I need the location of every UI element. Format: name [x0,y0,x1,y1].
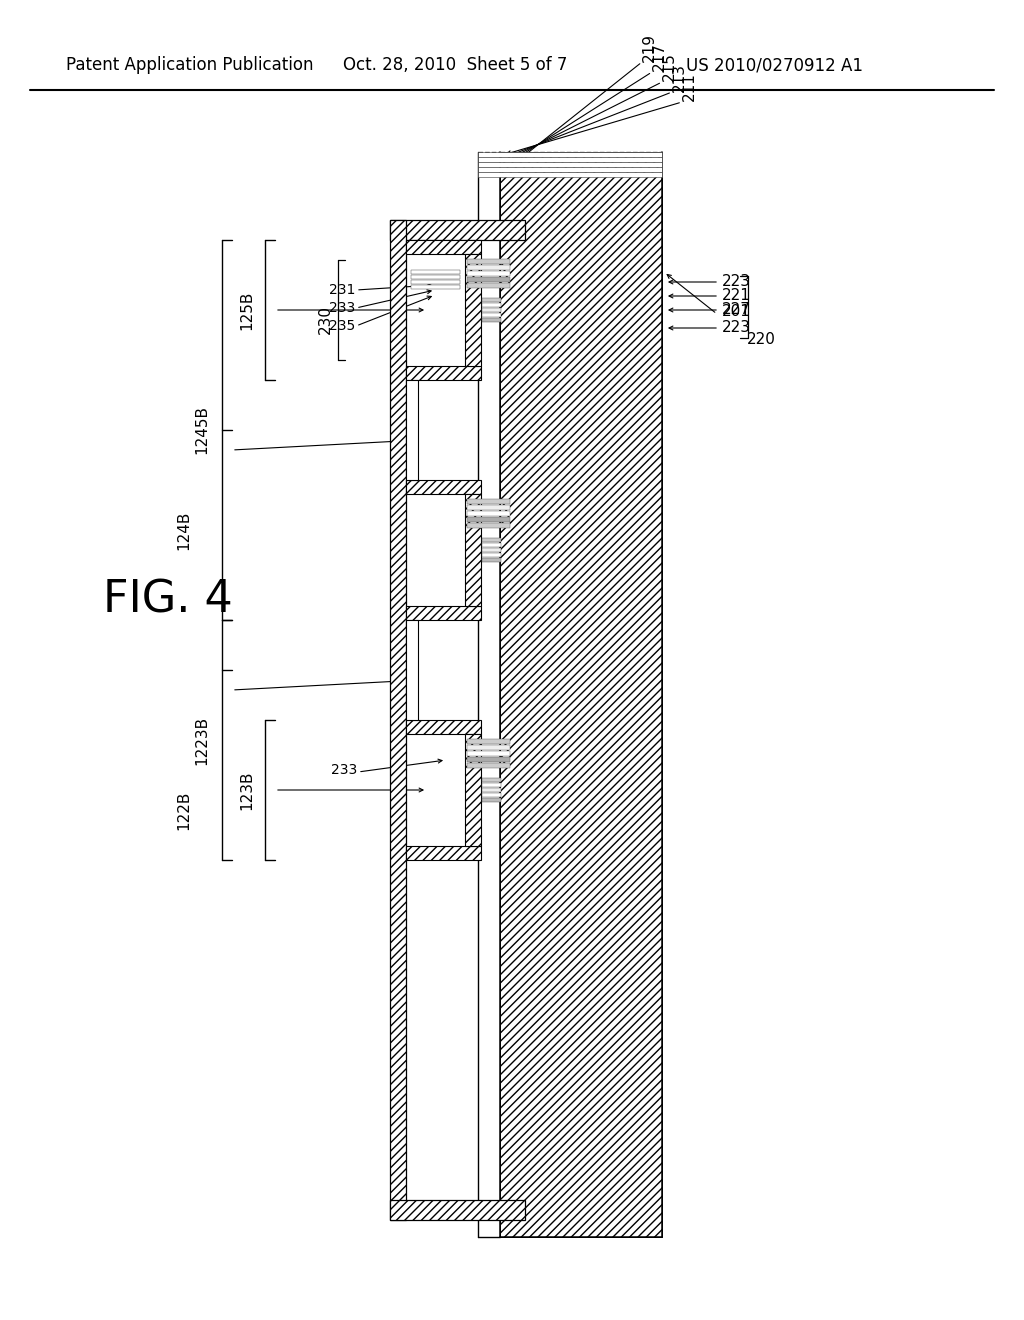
Text: 235: 235 [329,319,355,333]
Text: 123B: 123B [240,771,255,809]
Bar [411,285,460,289]
Text: 223: 223 [722,321,751,335]
Bar [467,739,510,744]
Text: 124B: 124B [176,511,191,549]
Bar [482,799,501,803]
Bar [482,558,501,562]
Bar [478,168,662,172]
Text: 217: 217 [652,42,667,71]
Bar [406,606,481,620]
Bar [467,511,510,516]
Text: 1245B: 1245B [195,405,210,454]
Bar [406,366,481,380]
Text: 125B: 125B [240,290,255,330]
Bar [482,783,501,787]
Bar [411,271,460,275]
Bar [467,259,510,264]
Bar [467,265,510,271]
Bar [482,539,501,543]
Text: 211: 211 [682,73,697,102]
Text: 227: 227 [722,302,751,318]
Bar [482,788,501,792]
Bar [482,777,501,781]
Text: FIG. 4: FIG. 4 [103,578,232,622]
Bar [467,499,510,504]
Bar [482,313,501,317]
Text: 213: 213 [672,62,687,91]
Bar [465,494,481,606]
Bar [406,240,481,253]
Text: 122B: 122B [176,791,191,830]
Bar [482,793,501,797]
Bar [478,152,662,157]
Bar [406,480,481,494]
Bar [406,620,418,719]
Bar [390,220,525,240]
Bar [482,304,501,308]
Bar [467,277,510,282]
Bar [467,506,510,510]
Bar [467,756,510,762]
Text: 223: 223 [722,275,751,289]
Bar [478,162,662,168]
Bar [467,744,510,750]
Bar [390,220,406,1220]
Text: 219: 219 [642,33,657,62]
Bar [406,380,418,480]
Bar [482,543,501,546]
Text: Patent Application Publication: Patent Application Publication [67,55,313,74]
Bar [465,253,481,366]
Bar [390,1200,525,1220]
Bar [465,734,481,846]
Bar [478,172,662,177]
Text: 233: 233 [331,763,357,777]
Text: 201: 201 [722,305,751,319]
Text: US 2010/0270912 A1: US 2010/0270912 A1 [686,55,863,74]
Bar [467,751,510,756]
Text: 233: 233 [329,301,355,315]
Text: 220: 220 [746,333,776,347]
Bar [500,152,662,1237]
Text: 221: 221 [722,289,751,304]
Bar [406,719,481,734]
Bar [467,271,510,276]
Text: Oct. 28, 2010  Sheet 5 of 7: Oct. 28, 2010 Sheet 5 of 7 [343,55,567,74]
Bar [482,298,501,302]
Bar [406,846,481,861]
Text: 231: 231 [329,282,355,297]
Bar [411,280,460,284]
Bar [478,157,662,162]
Bar [467,282,510,288]
Bar [482,318,501,322]
Bar [467,523,510,528]
Bar [411,275,460,279]
Bar [482,308,501,312]
Bar [467,517,510,521]
Text: 215: 215 [662,53,677,82]
Text: 1223B: 1223B [195,715,210,764]
Bar [482,553,501,557]
Bar [482,548,501,552]
Bar [467,763,510,768]
Text: 230: 230 [317,305,333,334]
